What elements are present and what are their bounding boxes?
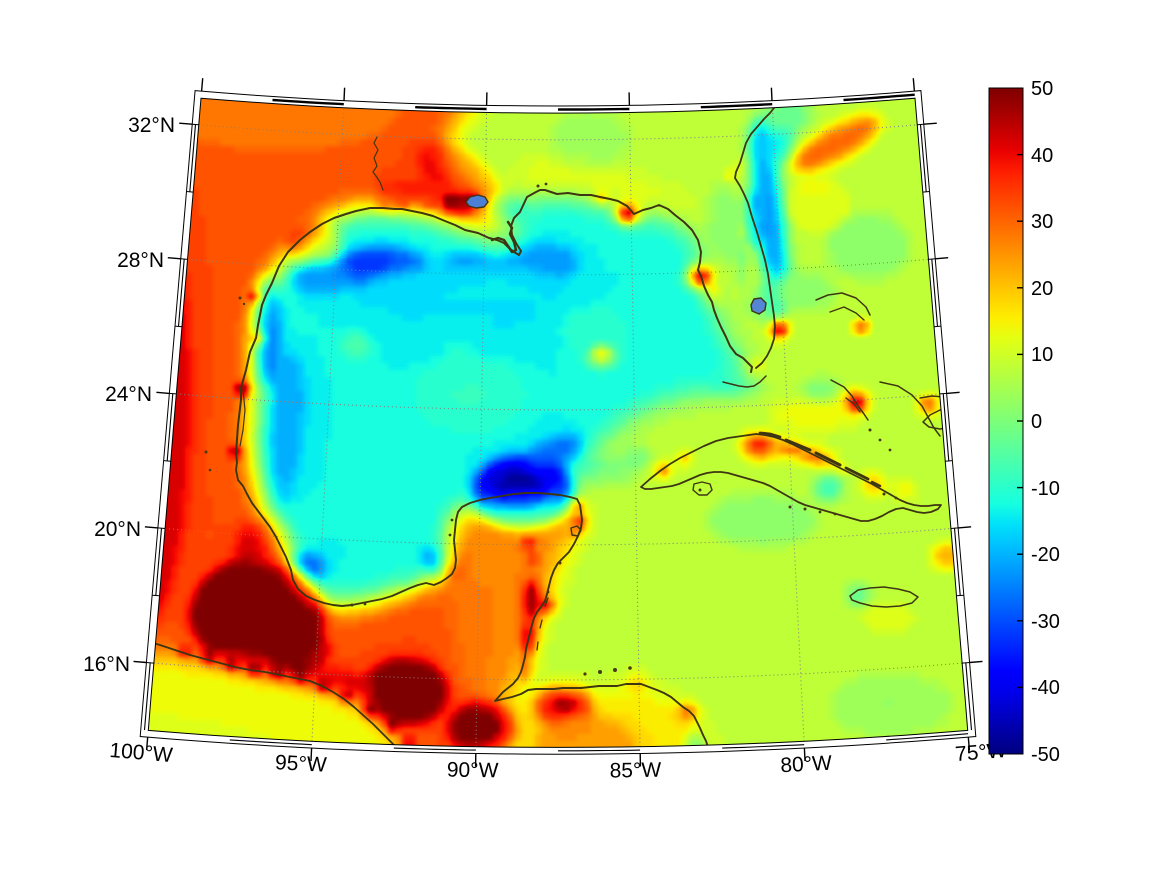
svg-text:-10: -10 [1031, 478, 1060, 500]
svg-text:28°N: 28°N [117, 249, 164, 272]
svg-text:24°N: 24°N [105, 383, 152, 406]
svg-text:16°N: 16°N [83, 653, 130, 676]
svg-text:85°W: 85°W [609, 759, 661, 783]
svg-text:90°W: 90°W [447, 759, 499, 783]
svg-text:-30: -30 [1031, 611, 1060, 633]
svg-text:-40: -40 [1031, 677, 1060, 699]
svg-text:40: 40 [1031, 145, 1053, 167]
svg-text:32°N: 32°N [128, 114, 175, 137]
svg-text:0: 0 [1031, 411, 1042, 433]
svg-text:-50: -50 [1031, 744, 1060, 766]
svg-text:50: 50 [1031, 78, 1053, 100]
svg-text:95°W: 95°W [275, 751, 328, 777]
svg-text:80°W: 80°W [780, 752, 833, 778]
svg-text:20°N: 20°N [94, 518, 141, 541]
svg-text:30: 30 [1031, 211, 1053, 233]
svg-text:100°W: 100°W [109, 739, 174, 767]
svg-text:10: 10 [1031, 344, 1053, 366]
svg-text:-20: -20 [1031, 544, 1060, 566]
svg-text:20: 20 [1031, 278, 1053, 300]
